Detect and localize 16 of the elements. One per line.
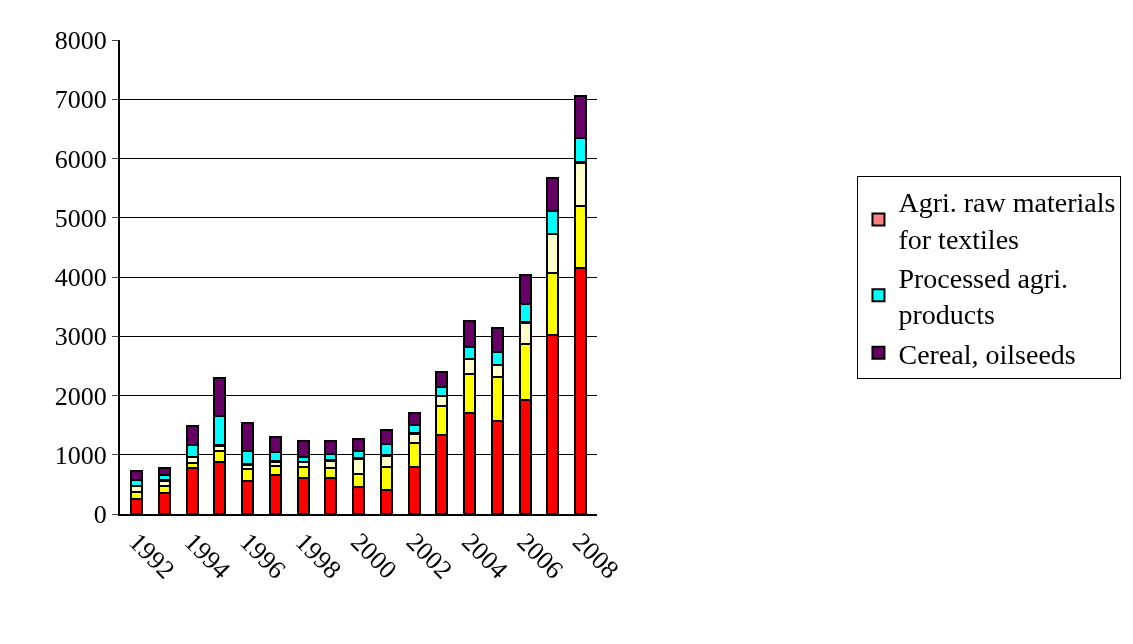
legend-label: Processed agri. products: [898, 262, 1068, 331]
y-tick-label: 1000: [54, 440, 107, 470]
y-tick-label: 8000: [54, 26, 107, 56]
x-tick-label: 1992: [123, 527, 181, 585]
x-tick-label: 1996: [234, 527, 292, 585]
y-tick-label: 6000: [54, 144, 107, 174]
y-tick-label: 5000: [54, 203, 107, 233]
x-tick-label: 1998: [289, 527, 347, 585]
y-tick-label: 0: [93, 500, 107, 530]
y-tick-label: 4000: [54, 263, 107, 293]
y-tick-label: 2000: [54, 381, 107, 411]
y-tick-label: 3000: [54, 322, 107, 352]
y-tick-label: 7000: [54, 85, 107, 115]
legend-label: Cereal, oilseeds: [898, 338, 1076, 370]
legend-label: Agri. raw materials for textiles: [898, 187, 1116, 255]
x-tick-label: 1994: [178, 527, 236, 585]
